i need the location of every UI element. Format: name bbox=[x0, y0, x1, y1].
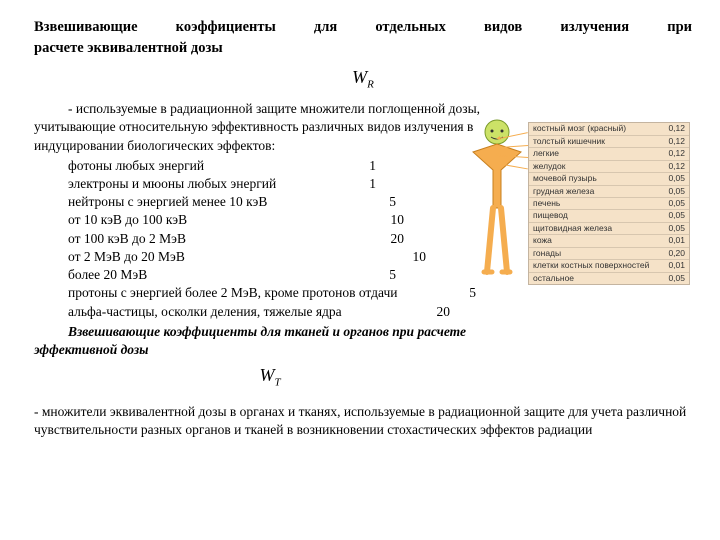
list-item: от 2 МэВ до 20 МэВ 10 bbox=[34, 248, 506, 266]
tissue-val: 0,01 bbox=[668, 235, 685, 246]
tissue-val: 0,12 bbox=[668, 136, 685, 147]
table-row: мочевой пузырь 0,05 bbox=[529, 173, 689, 185]
table-row: остальное 0,05 bbox=[529, 273, 689, 284]
page-title-line2: расчете эквивалентной дозы bbox=[34, 40, 692, 57]
formula-wr: WR bbox=[34, 67, 692, 91]
table-row: толстый кишечник 0,12 bbox=[529, 136, 689, 148]
item-value: 20 bbox=[437, 303, 451, 321]
list-item: более 20 МэВ 5 bbox=[34, 266, 506, 284]
formula-wr-sub: R bbox=[367, 78, 374, 90]
item-label: более 20 МэВ bbox=[68, 266, 147, 284]
tissue-name: костный мозг (красный) bbox=[533, 123, 626, 134]
table-row: легкие 0,12 bbox=[529, 148, 689, 160]
human-figure-icon bbox=[472, 118, 522, 278]
table-row: желудок 0,12 bbox=[529, 161, 689, 173]
tissue-name: печень bbox=[533, 198, 560, 209]
formula-wt-main: W bbox=[259, 365, 274, 385]
right-column: костный мозг (красный) 0,12 толстый кишеч… bbox=[512, 100, 692, 285]
tissue-val: 0,05 bbox=[668, 273, 685, 284]
list-item: электроны и мюоны любых энергий 1 bbox=[34, 175, 506, 193]
tissue-val: 0,01 bbox=[668, 260, 685, 271]
body-area: - используемые в радиационной защите мно… bbox=[34, 100, 692, 359]
tissue-name: пищевод bbox=[533, 210, 568, 221]
item-label: от 10 кэВ до 100 кэВ bbox=[68, 211, 187, 229]
radiation-list: фотоны любых энергий 1 электроны и мюоны… bbox=[34, 157, 506, 321]
item-value: 5 bbox=[389, 266, 396, 284]
tissue-name: клетки костных поверхностей bbox=[533, 260, 649, 271]
tissue-table: костный мозг (красный) 0,12 толстый кишеч… bbox=[528, 122, 690, 285]
table-row: грудная железа 0,05 bbox=[529, 186, 689, 198]
tissue-val: 0,05 bbox=[668, 210, 685, 221]
item-value: 5 bbox=[469, 284, 476, 302]
slide: Взвешивающие коэффициенты для отдельных … bbox=[0, 0, 720, 540]
tissue-val: 0,05 bbox=[668, 186, 685, 197]
tissue-val: 0,12 bbox=[668, 123, 685, 134]
list-item: от 100 кэВ до 2 МэВ 20 bbox=[34, 230, 506, 248]
tissue-val: 0,05 bbox=[668, 198, 685, 209]
table-row: кожа 0,01 bbox=[529, 235, 689, 247]
formula-wt-sub: T bbox=[274, 377, 280, 389]
item-label: от 100 кэВ до 2 МэВ bbox=[68, 230, 186, 248]
tissue-val: 0,05 bbox=[668, 223, 685, 234]
list-item: фотоны любых энергий 1 bbox=[34, 157, 506, 175]
item-value: 10 bbox=[413, 248, 427, 266]
tissue-name: кожа bbox=[533, 235, 552, 246]
item-value: 20 bbox=[391, 230, 405, 248]
table-row: пищевод 0,05 bbox=[529, 210, 689, 222]
tissue-name: мочевой пузырь bbox=[533, 173, 597, 184]
item-label: фотоны любых энергий bbox=[68, 157, 204, 175]
item-value: 5 bbox=[389, 193, 396, 211]
table-row: гонады 0,20 bbox=[529, 248, 689, 260]
list-item: от 10 кэВ до 100 кэВ 10 bbox=[34, 211, 506, 229]
formula-wt: WT bbox=[34, 365, 506, 389]
item-label: нейтроны с энергией менее 10 кэВ bbox=[68, 193, 267, 211]
item-label: электроны и мюоны любых энергий bbox=[68, 175, 276, 193]
tissue-name: желудок bbox=[533, 161, 565, 172]
list-item: протоны с энергией более 2 МэВ, кроме пр… bbox=[34, 284, 506, 302]
list-item: нейтроны с энергией менее 10 кэВ 5 bbox=[34, 193, 506, 211]
tissue-val: 0,05 bbox=[668, 173, 685, 184]
tissue-name: щитовидная железа bbox=[533, 223, 612, 234]
tissue-val: 0,12 bbox=[668, 148, 685, 159]
tissue-name: остальное bbox=[533, 273, 574, 284]
table-row: клетки костных поверхностей 0,01 bbox=[529, 260, 689, 272]
bottom-text: - множители эквивалентной дозы в органах… bbox=[34, 403, 692, 439]
table-row: печень 0,05 bbox=[529, 198, 689, 210]
tissue-val: 0,20 bbox=[668, 248, 685, 259]
item-value: 1 bbox=[369, 175, 376, 193]
item-value: 1 bbox=[369, 157, 376, 175]
tissue-name: грудная железа bbox=[533, 186, 594, 197]
intro-text: - используемые в радиационной защите мно… bbox=[34, 100, 506, 155]
left-column: - используемые в радиационной защите мно… bbox=[34, 100, 506, 359]
item-value: 10 bbox=[391, 211, 405, 229]
tissue-name: толстый кишечник bbox=[533, 136, 605, 147]
formula-wr-main: W bbox=[352, 67, 367, 87]
subtitle: Взвешивающие коэффициенты для тканей и о… bbox=[34, 323, 506, 359]
item-label: от 2 МэВ до 20 МэВ bbox=[68, 248, 185, 266]
list-item: альфа-частицы, осколки деления, тяжелые … bbox=[34, 303, 506, 321]
table-row: щитовидная железа 0,05 bbox=[529, 223, 689, 235]
item-label: альфа-частицы, осколки деления, тяжелые … bbox=[68, 303, 342, 321]
tissue-name: легкие bbox=[533, 148, 559, 159]
tissue-name: гонады bbox=[533, 248, 561, 259]
item-label: протоны с энергией более 2 МэВ, кроме пр… bbox=[68, 284, 397, 302]
page-title-line1: Взвешивающие коэффициенты для отдельных … bbox=[34, 18, 692, 38]
tissue-val: 0,12 bbox=[668, 161, 685, 172]
table-row: костный мозг (красный) 0,12 bbox=[529, 123, 689, 135]
